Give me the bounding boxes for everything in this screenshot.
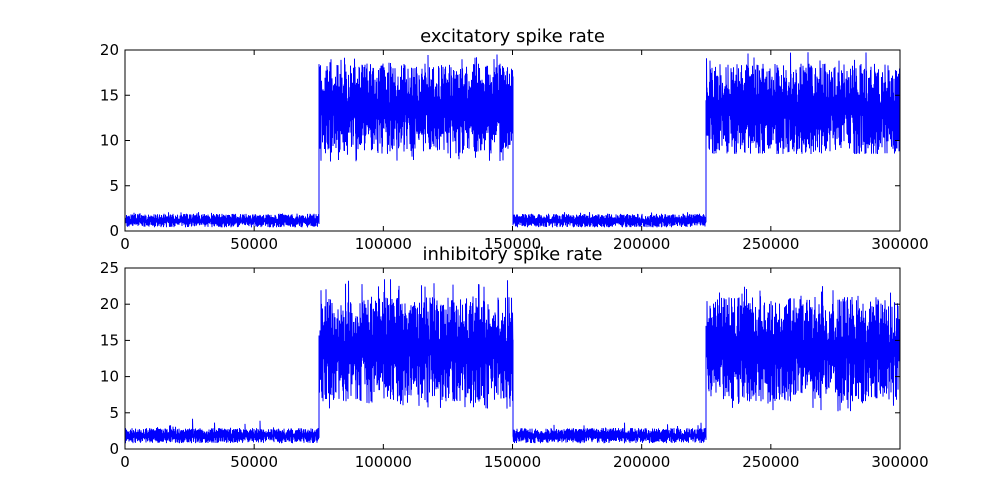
y-tick-label: 20: [100, 41, 119, 59]
y-tick-label: 10: [100, 132, 119, 150]
y-tick-label: 0: [109, 440, 119, 458]
x-tick-label: 0: [120, 453, 130, 471]
series-line: [125, 52, 900, 228]
y-tick-label: 15: [100, 86, 119, 104]
subplot-inhibitory: 0 50000 100000 150000 200000 250000 300000 0 5 10…: [100, 244, 929, 471]
x-tick-label: 200000: [613, 235, 670, 253]
x-tick-label: 200000: [613, 453, 670, 471]
y-tick-label: 15: [100, 331, 119, 349]
chart-title: excitatory spike rate: [420, 26, 605, 47]
x-tick-label: 0: [120, 235, 130, 253]
y-tick-label: 0: [109, 222, 119, 240]
x-tick-label: 300000: [871, 453, 928, 471]
subplot-excitatory: 0 50000 100000 150000 200000 250000 300000 0 5 10…: [100, 26, 929, 253]
x-tick-label: 300000: [871, 235, 928, 253]
y-tick-label: 25: [100, 259, 119, 277]
y-tick-label: 5: [109, 177, 119, 195]
x-tick-label: 150000: [484, 453, 541, 471]
y-tick-label: 20: [100, 295, 119, 313]
series-line: [125, 279, 900, 444]
x-tick-label: 250000: [742, 235, 799, 253]
x-tick-label: 50000: [230, 235, 278, 253]
x-tick-label: 50000: [230, 453, 278, 471]
y-tick-label: 10: [100, 368, 119, 386]
chart-title: inhibitory spike rate: [422, 244, 602, 265]
x-tick-label: 250000: [742, 453, 799, 471]
y-tick-label: 5: [109, 404, 119, 422]
x-tick-label: 100000: [355, 235, 412, 253]
x-tick-label: 100000: [355, 453, 412, 471]
x-tick-label: 150000: [484, 235, 541, 253]
